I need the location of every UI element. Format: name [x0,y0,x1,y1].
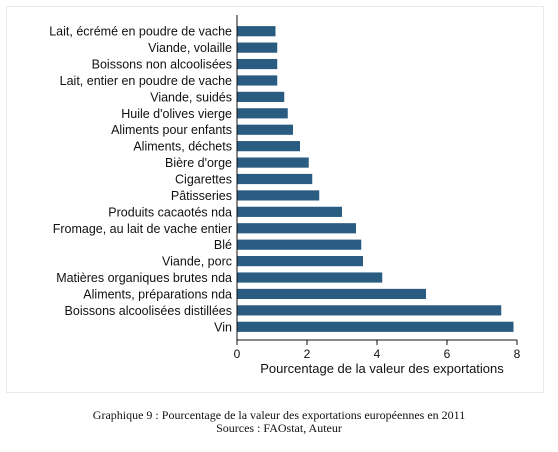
category-label: Viande, porc [162,255,232,269]
category-label: Vin [214,320,232,334]
bar [237,124,293,135]
category-label: Viande, volaille [148,41,232,55]
bar [237,173,313,185]
bar [237,58,278,70]
category-label: Matières organiques brutes nda [56,271,232,285]
bar [237,305,502,316]
bar [237,272,383,283]
bar [237,321,514,332]
bars-layer [237,26,514,332]
category-label: Boissons non alcoolisées [92,58,232,72]
bar [237,91,285,102]
bar-chart: Lait, écrémé en poudre de vache Viande, v… [49,15,521,376]
category-label: Aliments, déchets [133,140,232,154]
category-label: Aliments pour enfants [111,123,232,137]
bar [237,157,309,168]
category-label: Huile d'olives vierge [121,107,232,121]
category-label: Produits cacaotés nda [108,205,232,219]
category-label: Aliments, préparations nda [83,287,232,301]
bar [237,223,356,234]
bar [237,239,362,250]
category-label: Viande, suidés [150,90,232,104]
bar [237,42,278,53]
category-label: Cigarettes [175,173,232,187]
category-label: Blé [214,238,232,252]
category-label: Lait, entier en poudre de vache [60,74,232,88]
bar [237,206,342,217]
x-tick-label: 0 [234,347,241,361]
category-label: Fromage, au lait de vache entier [53,222,232,236]
bar [237,75,278,86]
x-tick-labels: 0 2 4 6 8 [234,340,521,361]
category-label: Bière d'orge [165,156,232,170]
x-tick-label: 6 [444,347,451,361]
chart-frame: Lait, écrémé en poudre de vache Viande, v… [6,6,544,393]
bar [237,26,276,37]
figure-caption-source: Sources : FAOstat, Auteur [216,421,342,435]
figure-caption-title: Graphique 9 : Pourcentage de la valeur d… [92,408,466,422]
x-axis-title: Pourcentage de la valeur des exportation… [260,361,504,376]
bar [237,256,363,267]
bar [237,190,320,201]
category-label: Pâtisseries [171,189,232,203]
x-tick-label: 4 [374,347,381,361]
category-label: Lait, écrémé en poudre de vache [49,25,232,39]
category-label: Boissons alcoolisées distillées [65,304,232,318]
x-tick-label: 8 [514,347,521,361]
x-tick-label: 2 [304,347,311,361]
bar [237,108,288,119]
bar [237,141,300,152]
category-labels: Lait, écrémé en poudre de vache Viande, v… [49,25,232,335]
bar [237,288,426,300]
